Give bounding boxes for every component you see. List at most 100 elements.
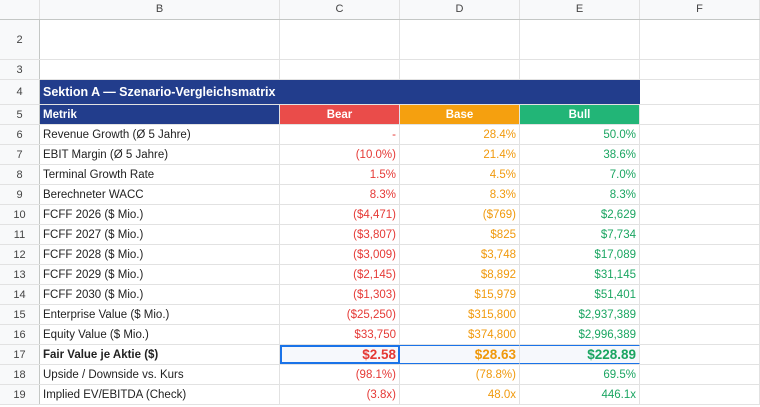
cell[interactable]	[640, 385, 760, 404]
cell[interactable]	[640, 185, 760, 204]
row-number[interactable]: 14	[0, 285, 40, 304]
cell[interactable]	[640, 205, 760, 224]
row-number[interactable]: 4	[0, 80, 40, 104]
section-title[interactable]: Sektion A — Szenario-Vergleichsmatrix	[40, 80, 640, 104]
bull-value[interactable]: $2,629	[520, 205, 640, 224]
cell[interactable]	[520, 60, 640, 79]
cell[interactable]	[640, 365, 760, 384]
cell[interactable]	[280, 20, 400, 59]
bear-value[interactable]: ($1,303)	[280, 285, 400, 304]
base-value[interactable]: 28.4%	[400, 125, 520, 144]
metric-label[interactable]: FCFF 2030 ($ Mio.)	[40, 285, 280, 304]
row-number[interactable]: 7	[0, 145, 40, 164]
base-value[interactable]: $8,892	[400, 265, 520, 284]
row-number[interactable]: 11	[0, 225, 40, 244]
cell[interactable]	[640, 80, 760, 104]
metric-label[interactable]: Equity Value ($ Mio.)	[40, 325, 280, 344]
bear-value[interactable]: ($3,009)	[280, 245, 400, 264]
base-value[interactable]: $15,979	[400, 285, 520, 304]
bear-value[interactable]: $2.58	[280, 345, 400, 364]
bull-value[interactable]: 446.1x	[520, 385, 640, 404]
cell[interactable]	[640, 305, 760, 324]
cell[interactable]	[400, 60, 520, 79]
metric-label[interactable]: FCFF 2029 ($ Mio.)	[40, 265, 280, 284]
base-value[interactable]: $825	[400, 225, 520, 244]
column-header-d[interactable]: D	[400, 0, 520, 19]
cell[interactable]	[640, 265, 760, 284]
cell[interactable]	[640, 165, 760, 184]
cell[interactable]	[40, 60, 280, 79]
cell[interactable]	[640, 145, 760, 164]
metric-label[interactable]: Fair Value je Aktie ($)	[40, 345, 280, 364]
bear-value[interactable]: 8.3%	[280, 185, 400, 204]
bull-value[interactable]: 50.0%	[520, 125, 640, 144]
metric-label[interactable]: Terminal Growth Rate	[40, 165, 280, 184]
bull-value[interactable]: $17,089	[520, 245, 640, 264]
column-header-e[interactable]: E	[520, 0, 640, 19]
select-all-corner[interactable]	[0, 0, 40, 19]
cell[interactable]	[640, 225, 760, 244]
cell[interactable]	[640, 325, 760, 344]
cell[interactable]	[640, 345, 760, 364]
metric-label[interactable]: FCFF 2028 ($ Mio.)	[40, 245, 280, 264]
bear-value[interactable]: ($2,145)	[280, 265, 400, 284]
base-value[interactable]: 8.3%	[400, 185, 520, 204]
row-number[interactable]: 19	[0, 385, 40, 404]
base-value[interactable]: ($769)	[400, 205, 520, 224]
metric-label[interactable]: Berechneter WACC	[40, 185, 280, 204]
bear-value[interactable]: (98.1%)	[280, 365, 400, 384]
metric-header[interactable]: Metrik	[40, 105, 280, 124]
bear-value[interactable]: 1.5%	[280, 165, 400, 184]
metric-label[interactable]: FCFF 2027 ($ Mio.)	[40, 225, 280, 244]
base-value[interactable]: 4.5%	[400, 165, 520, 184]
bear-value[interactable]: $33,750	[280, 325, 400, 344]
metric-label[interactable]: FCFF 2026 ($ Mio.)	[40, 205, 280, 224]
base-value[interactable]: $315,800	[400, 305, 520, 324]
bull-value[interactable]: 69.5%	[520, 365, 640, 384]
row-number[interactable]: 12	[0, 245, 40, 264]
base-value[interactable]: 48.0x	[400, 385, 520, 404]
bull-value[interactable]: $7,734	[520, 225, 640, 244]
base-value[interactable]: 21.4%	[400, 145, 520, 164]
bear-value[interactable]: -	[280, 125, 400, 144]
row-number[interactable]: 3	[0, 60, 40, 79]
row-number[interactable]: 17	[0, 345, 40, 364]
base-header[interactable]: Base	[400, 105, 520, 124]
row-number[interactable]: 5	[0, 105, 40, 124]
row-number[interactable]: 13	[0, 265, 40, 284]
base-value[interactable]: $28.63	[400, 345, 520, 364]
bull-value[interactable]: $2,996,389	[520, 325, 640, 344]
row-number[interactable]: 2	[0, 20, 40, 59]
base-value[interactable]: $374,800	[400, 325, 520, 344]
metric-label[interactable]: Upside / Downside vs. Kurs	[40, 365, 280, 384]
row-number[interactable]: 15	[0, 305, 40, 324]
bull-value[interactable]: $228.89	[520, 345, 640, 364]
cell[interactable]	[520, 20, 640, 59]
bear-header[interactable]: Bear	[280, 105, 400, 124]
bull-value[interactable]: 8.3%	[520, 185, 640, 204]
column-header-b[interactable]: B	[40, 0, 280, 19]
metric-label[interactable]: Implied EV/EBITDA (Check)	[40, 385, 280, 404]
row-number[interactable]: 18	[0, 365, 40, 384]
column-header-c[interactable]: C	[280, 0, 400, 19]
base-value[interactable]: $3,748	[400, 245, 520, 264]
cell[interactable]	[640, 125, 760, 144]
bull-value[interactable]: $51,401	[520, 285, 640, 304]
bull-value[interactable]: $2,937,389	[520, 305, 640, 324]
metric-label[interactable]: Revenue Growth (Ø 5 Jahre)	[40, 125, 280, 144]
bull-value[interactable]: 7.0%	[520, 165, 640, 184]
bear-value[interactable]: (3.8x)	[280, 385, 400, 404]
column-header-f[interactable]: F	[640, 0, 760, 19]
bear-value[interactable]: (10.0%)	[280, 145, 400, 164]
bear-value[interactable]: ($4,471)	[280, 205, 400, 224]
cell[interactable]	[400, 20, 520, 59]
bear-value[interactable]: ($25,250)	[280, 305, 400, 324]
cell[interactable]	[640, 60, 760, 79]
cell[interactable]	[640, 245, 760, 264]
cell[interactable]	[640, 105, 760, 124]
bear-value[interactable]: ($3,807)	[280, 225, 400, 244]
metric-label[interactable]: EBIT Margin (Ø 5 Jahre)	[40, 145, 280, 164]
cell[interactable]	[640, 20, 760, 59]
cell[interactable]	[640, 285, 760, 304]
base-value[interactable]: (78.8%)	[400, 365, 520, 384]
